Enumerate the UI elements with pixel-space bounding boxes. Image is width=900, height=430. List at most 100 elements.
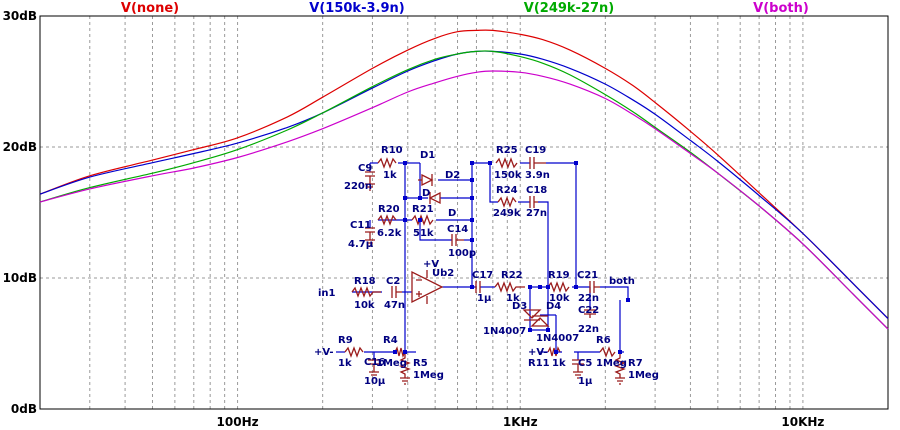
label-c21-ref: C21 <box>577 270 598 281</box>
label-c16-ref: C16 <box>364 357 385 368</box>
label-r6-ref: R6 <box>596 335 611 346</box>
resistor-r24 <box>497 196 517 208</box>
label-c18-value: 27n <box>526 208 547 219</box>
label-r5-ref: R5 <box>413 358 428 369</box>
label-r4-value: 1Meg <box>376 358 407 369</box>
axis-labels: 0dB 10dB 20dB 30dB 100Hz 1KHz 10KHz <box>3 9 825 429</box>
x-tick-label: 100Hz <box>217 415 259 429</box>
schematic-junctions <box>393 161 630 354</box>
label-r20-ref: R20 <box>378 204 400 215</box>
label-c14-value: 100p <box>448 248 476 259</box>
label-c2-value: 47n <box>384 300 405 311</box>
resistor-r10 <box>377 157 397 169</box>
label-c16-value: 10µ <box>364 376 386 387</box>
label-r5-value: 1Meg <box>413 370 444 381</box>
resistor-r18 <box>351 286 381 298</box>
label-c22-value: 22n <box>578 324 599 335</box>
label-r24-value: 249k <box>493 208 521 219</box>
label-c5-ref: C5 <box>578 358 592 369</box>
capacitor-c11 <box>365 227 375 247</box>
capacitor-c14 <box>451 234 464 246</box>
resistor-r4 <box>394 346 406 358</box>
schematic-components <box>344 157 626 385</box>
label-c17-value: 1µ <box>477 293 492 304</box>
resistor-r7 <box>614 352 626 385</box>
capacitor-c18 <box>529 196 538 208</box>
y-tick-label: 30dB <box>3 9 37 23</box>
resistor-r19 <box>547 281 570 293</box>
y-tick-label: 10dB <box>3 271 37 285</box>
label-d2-value: D <box>448 208 456 219</box>
label-r7-ref: R7 <box>628 358 643 369</box>
y-tick-label: 20dB <box>3 140 37 154</box>
label-c22-ref: C22 <box>578 305 599 316</box>
capacitor-c2 <box>391 286 402 298</box>
resistor-r22 <box>494 281 525 293</box>
label-r11-ref: R11 <box>528 358 550 369</box>
legend-entry[interactable]: V(both) <box>753 1 809 16</box>
label-r4-ref: R4 <box>383 335 398 346</box>
label-c9-ref: C9 <box>358 163 372 174</box>
diode-d4 <box>530 315 550 327</box>
schematic-labels: R10 1k C9 220n D1 D D2 D R25 150k C19 3.… <box>314 145 659 387</box>
label-r18-value: 10k <box>354 300 375 311</box>
label-d3-ref: D3 <box>512 301 527 312</box>
label-c11-ref: C11 <box>350 220 371 231</box>
label-r22-ref: R22 <box>501 270 523 281</box>
label-r9-value: 1k <box>338 358 352 369</box>
label-r21-value: 51k <box>413 228 434 239</box>
resistor-r25 <box>495 157 518 169</box>
label-c18-ref: C18 <box>526 185 547 196</box>
label-c11-value: 4.7µ <box>348 239 374 250</box>
label-c17-ref: C17 <box>472 270 493 281</box>
label-d1-value: D <box>422 188 430 199</box>
resistor-r21 <box>411 214 434 226</box>
label-c2-ref: C2 <box>386 276 400 287</box>
resistor-r5 <box>399 352 411 385</box>
label-d2-ref: D2 <box>445 170 460 181</box>
label-vminus-right: +V- <box>528 347 548 358</box>
x-tick-label: 1KHz <box>503 415 538 429</box>
plot-grid <box>39 15 889 410</box>
plot-curves <box>39 29 889 330</box>
series-line-v-none- <box>39 29 889 320</box>
label-r11-value: 1k <box>552 358 566 369</box>
capacitor-c17 <box>475 281 481 293</box>
opamp-ub2 <box>411 270 444 304</box>
capacitor-c9 <box>365 171 375 191</box>
label-r24-ref: R24 <box>496 185 518 196</box>
diode-d2 <box>428 191 441 205</box>
label-c19-value: 3.9n <box>525 170 550 181</box>
legend-entry[interactable]: V(249k-27n) <box>524 1 614 16</box>
label-r22-value: 1k <box>506 293 520 304</box>
label-both: both <box>609 276 635 287</box>
y-tick-label: 0dB <box>11 402 37 416</box>
label-c14-ref: C14 <box>447 224 468 235</box>
series-line-v-both- <box>39 70 889 330</box>
circuit-schematic: R10 1k C9 220n D1 D D2 D R25 150k C19 3.… <box>314 145 659 387</box>
resistor-r11 <box>547 346 561 357</box>
legend-entry[interactable]: V(none) <box>121 1 179 16</box>
resistor-r6 <box>599 346 616 358</box>
label-c5-value: 1µ <box>578 376 593 387</box>
label-r6-value: 1Meg <box>596 358 627 369</box>
label-r25-ref: R25 <box>496 145 518 156</box>
label-c21-value: 22n <box>578 293 599 304</box>
x-tick-label: 10KHz <box>781 415 824 429</box>
label-r21-ref: R21 <box>412 204 434 215</box>
label-vminus-left: +V- <box>314 347 334 358</box>
legend-entry[interactable]: V(150k-3.9n) <box>309 1 404 16</box>
plot-frame <box>39 15 889 410</box>
legend: V(none) V(150k-3.9n) V(249k-27n) V(both) <box>121 1 809 16</box>
label-r10-ref: R10 <box>381 145 403 156</box>
label-r19-value: 10k <box>549 293 570 304</box>
label-c9-value: 220n <box>344 181 372 192</box>
label-r20-value: 6.2k <box>377 228 402 239</box>
label-c19-ref: C19 <box>525 145 546 156</box>
resistor-r20 <box>377 214 397 226</box>
label-r10-value: 1k <box>383 170 397 181</box>
label-ub2-ref: Ub2 <box>432 268 454 279</box>
